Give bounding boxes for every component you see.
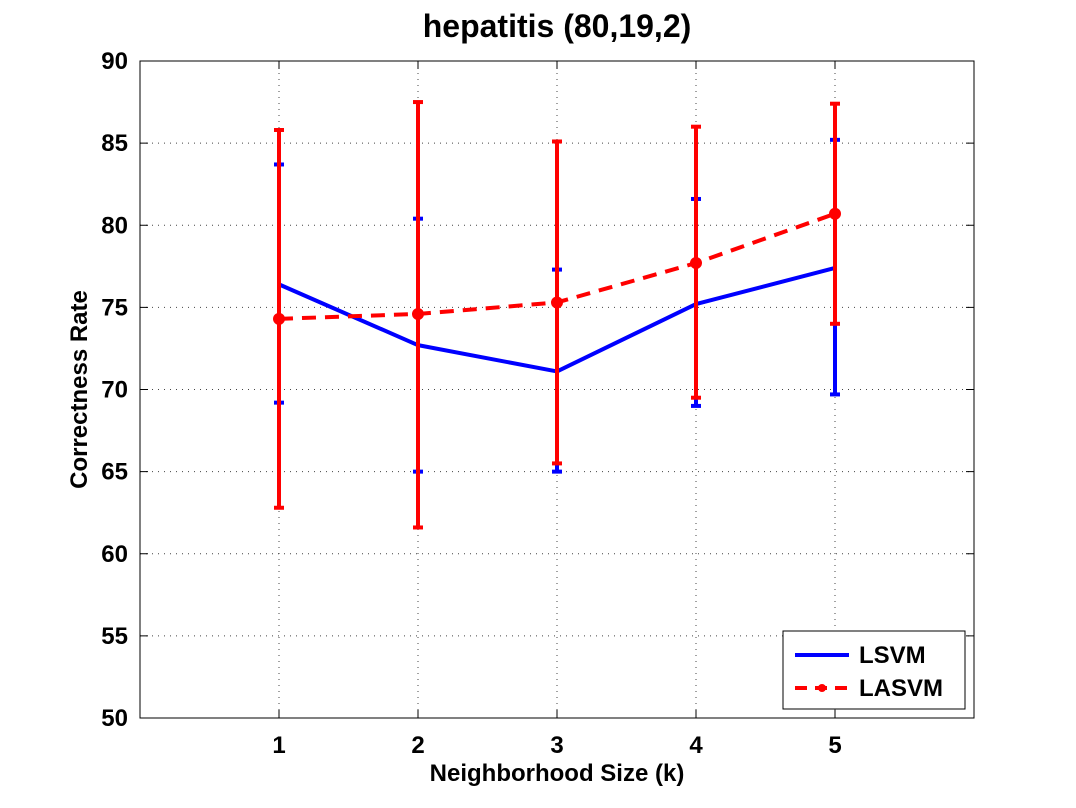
y-tick-label: 65 bbox=[101, 459, 128, 486]
legend-marker-lasvm bbox=[818, 684, 826, 692]
chart-title: hepatitis (80,19,2) bbox=[423, 8, 692, 44]
x-axis-label: Neighborhood Size (k) bbox=[430, 760, 685, 787]
x-tick-label: 4 bbox=[689, 732, 703, 759]
y-tick-label: 75 bbox=[101, 294, 128, 321]
data-point bbox=[412, 307, 424, 320]
legend-label-lasvm: LASVM bbox=[859, 675, 943, 702]
series-layer bbox=[273, 100, 841, 530]
y-axis-label: Correctness Rate bbox=[66, 290, 93, 489]
y-tick-label: 55 bbox=[101, 623, 128, 650]
data-point bbox=[273, 312, 285, 325]
y-tick-label: 90 bbox=[101, 48, 128, 75]
y-tick-label: 50 bbox=[101, 705, 128, 732]
data-point bbox=[829, 207, 841, 220]
axis-ticks bbox=[140, 60, 974, 719]
series-lasvm bbox=[273, 100, 841, 530]
legend: LSVM LASVM bbox=[782, 630, 966, 710]
data-point bbox=[690, 257, 702, 270]
legend-box bbox=[782, 630, 966, 710]
x-tick-label: 5 bbox=[828, 732, 841, 759]
x-tick-label: 3 bbox=[550, 732, 563, 759]
x-tick-label: 2 bbox=[411, 732, 424, 759]
y-tick-label: 70 bbox=[101, 377, 128, 404]
y-tick-label: 85 bbox=[101, 130, 128, 157]
x-tick-label: 1 bbox=[272, 732, 285, 759]
y-tick-label: 80 bbox=[101, 212, 128, 239]
legend-label-lsvm: LSVM bbox=[859, 642, 926, 669]
tick-labels: 50 55 60 65 70 75 80 85 90 1 2 3 4 5 bbox=[101, 48, 841, 759]
data-point bbox=[551, 296, 563, 309]
y-tick-label: 60 bbox=[101, 541, 128, 568]
